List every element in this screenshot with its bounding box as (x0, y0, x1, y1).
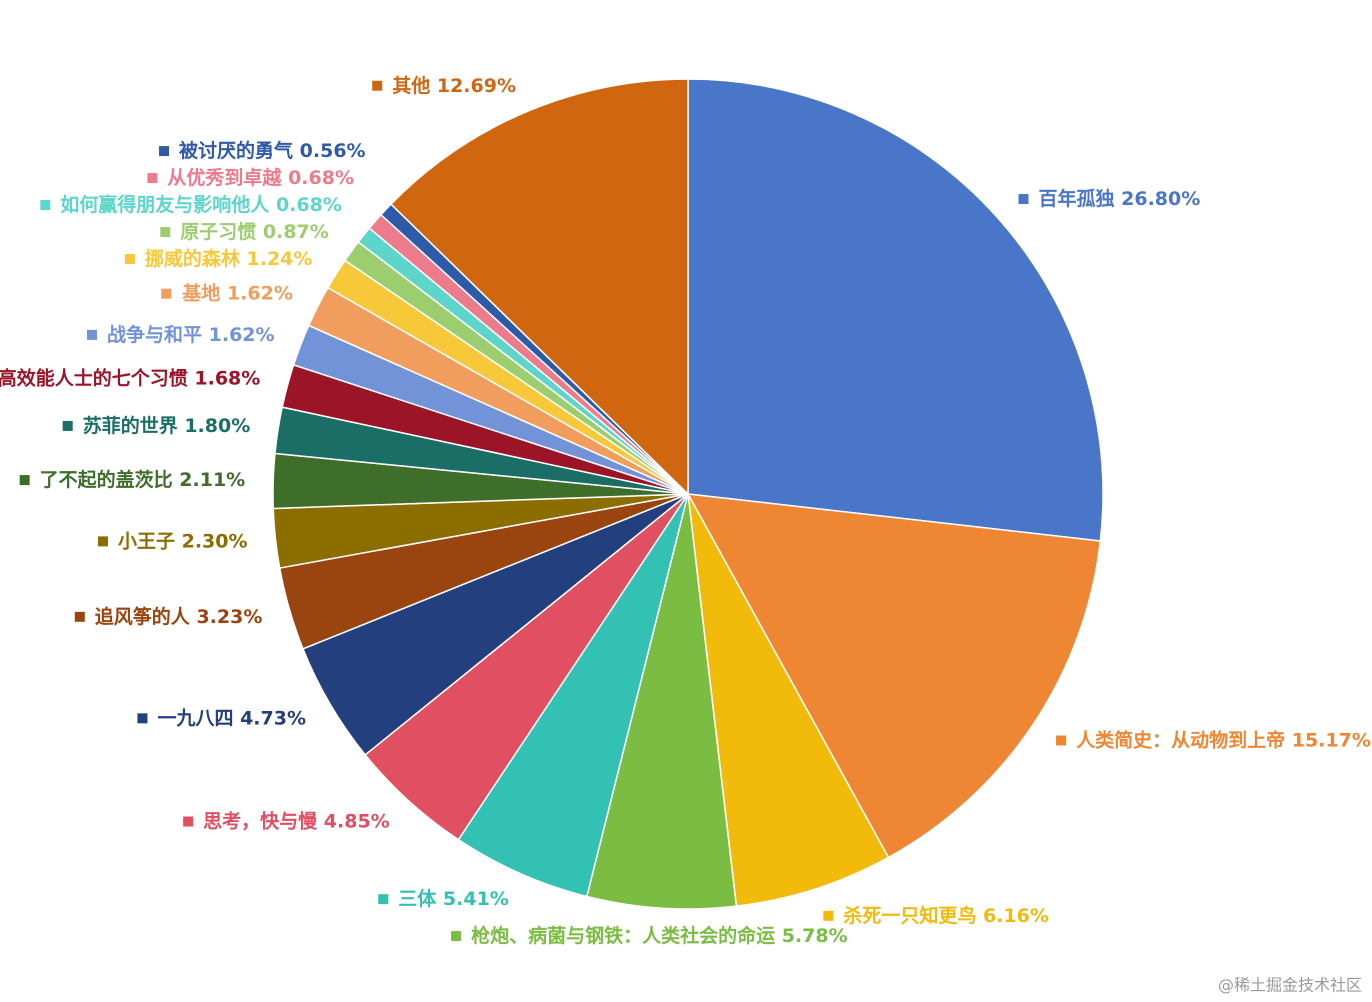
label-marker (86, 329, 97, 340)
slice-label-value: 5.41% (443, 888, 509, 910)
slice-label-value: 0.68% (276, 194, 342, 216)
slice-label: 挪威的森林 1.24% (145, 247, 313, 270)
slice-label-value: 4.73% (240, 707, 306, 729)
label-marker (74, 611, 85, 622)
slice-label-value: 5.78% (782, 925, 848, 947)
slice-label: 枪炮、病菌与钢铁：人类社会的命运 5.78% (471, 924, 848, 947)
slice-label: 如何赢得朋友与影响他人 0.68% (60, 193, 342, 216)
slice-label-value: 1.62% (227, 282, 293, 304)
label-marker (161, 288, 172, 299)
slice-label-name: 其他 (392, 73, 430, 96)
slice-label-name: 一九八四 (157, 707, 233, 729)
label-marker (147, 173, 158, 184)
slice-label: 思考，快与慢 4.85% (203, 809, 390, 832)
slice-label-value: 1.80% (184, 414, 250, 436)
slice-label-value: 2.11% (179, 469, 245, 491)
slice-label-value: 15.17% (1292, 729, 1371, 751)
pie-slice (686, 493, 1102, 859)
slice-label: 其他 12.69% (392, 73, 516, 96)
label-marker (823, 910, 834, 921)
slice-label-name: 小王子 (118, 530, 175, 552)
slice-label-name: 了不起的盖茨比 (40, 468, 173, 491)
slice-label-name: 如何赢得朋友与影响他人 (60, 193, 270, 216)
slice-label-name: 追风筝的人 (95, 604, 191, 627)
label-marker (1056, 735, 1067, 746)
label-marker (137, 713, 148, 724)
slice-label: 基地 1.62% (181, 281, 293, 304)
label-marker (378, 894, 389, 905)
slice-label: 原子习惯 0.87% (180, 220, 329, 243)
slice-label-value: 0.87% (263, 221, 329, 243)
slice-label-value: 1.62% (209, 323, 275, 345)
pie-slice (457, 493, 689, 898)
slice-label-value: 12.69% (437, 74, 516, 96)
pie-slice (687, 78, 1104, 542)
slice-label-name: 高效能人士的七个习惯 (0, 366, 188, 389)
slice-label: 人类简史：从动物到上帝 15.17% (1076, 728, 1371, 751)
label-marker (97, 536, 108, 547)
slice-label-name: 三体 (398, 887, 437, 910)
slice-label-value: 4.85% (324, 810, 390, 832)
pie-slice (687, 493, 890, 908)
slice-label-name: 战争与和平 (107, 322, 202, 345)
label-marker (19, 475, 30, 486)
slice-label-name: 枪炮、病菌与钢铁：人类社会的命运 (471, 924, 775, 947)
slice-label: 从优秀到卓越 0.68% (167, 166, 354, 189)
pie-slice (585, 493, 738, 910)
slice-label-value: 0.56% (300, 140, 366, 162)
slice-label-name: 百年孤独 (1039, 187, 1115, 210)
slice-label: 三体 5.41% (398, 887, 509, 910)
slice-label-value: 1.24% (247, 248, 313, 270)
label-marker (1018, 194, 1029, 205)
slice-label: 百年孤独 26.80% (1039, 187, 1201, 210)
slice-label: 高效能人士的七个习惯 1.68% (0, 366, 260, 389)
label-marker (160, 227, 171, 238)
slice-label-name: 苏菲的世界 (83, 413, 178, 436)
label-marker (124, 254, 135, 265)
slice-label-value: 26.80% (1121, 188, 1200, 210)
slice-label-name: 基地 (181, 281, 220, 304)
slice-label-value: 2.30% (182, 530, 248, 552)
label-marker (40, 200, 51, 211)
label-marker (451, 931, 462, 942)
label-marker (372, 80, 383, 91)
slice-label-name: 思考，快与慢 (203, 809, 318, 832)
slice-label: 追风筝的人 3.23% (95, 604, 263, 627)
pie-slice (389, 78, 689, 496)
slice-label-value: 3.23% (196, 605, 262, 627)
slice-label-name: 原子习惯 (180, 220, 256, 243)
slice-label-value: 0.68% (288, 167, 354, 189)
slice-label: 苏菲的世界 1.80% (83, 413, 251, 436)
slice-label-name: 杀死一只知更鸟 (843, 903, 976, 926)
slice-label: 一九八四 4.73% (157, 707, 306, 729)
slice-label-name: 挪威的森林 (145, 247, 240, 270)
slice-label: 了不起的盖茨比 2.11% (40, 468, 246, 491)
slice-label-name: 被讨厌的勇气 (179, 139, 293, 162)
label-marker (62, 420, 73, 431)
slice-label: 小王子 2.30% (118, 530, 248, 552)
watermark: @稀土掘金技术社区 (1218, 976, 1362, 995)
slice-label-value: 6.16% (983, 904, 1049, 926)
slice-label-value: 1.68% (194, 367, 260, 389)
slice-label-name: 人类简史：从动物到上帝 (1076, 728, 1285, 751)
slice-label: 战争与和平 1.62% (107, 322, 275, 345)
slice-label: 杀死一只知更鸟 6.16% (843, 903, 1049, 926)
label-marker (183, 816, 194, 827)
slice-label-name: 从优秀到卓越 (167, 166, 282, 189)
slice-label: 被讨厌的勇气 0.56% (179, 139, 366, 162)
label-marker (159, 146, 170, 157)
